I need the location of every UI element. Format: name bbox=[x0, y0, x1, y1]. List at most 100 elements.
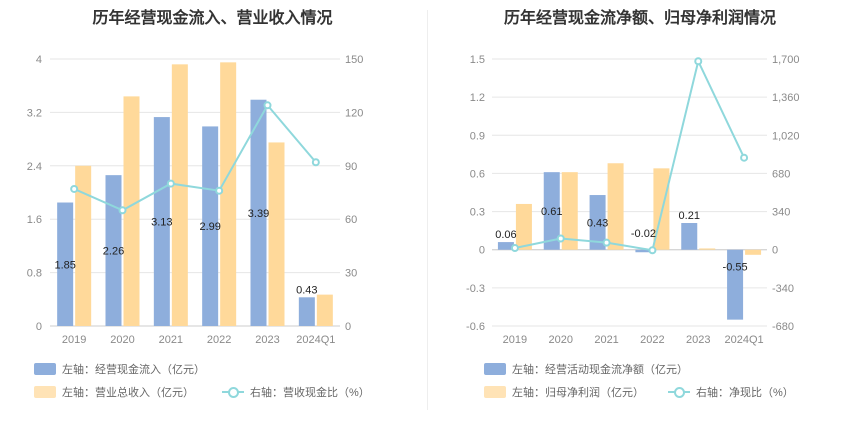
left-bar-series1[interactable] bbox=[298, 297, 315, 326]
line-marker-icon bbox=[668, 386, 690, 398]
right-right-tick-label: 0 bbox=[772, 245, 778, 257]
right-bar-series1[interactable] bbox=[589, 195, 606, 250]
orange-swatch-icon bbox=[34, 386, 56, 398]
right-bar-series1[interactable] bbox=[543, 172, 560, 250]
left-bar-series2[interactable] bbox=[268, 142, 285, 326]
right-chart-title: 历年经营现金流净额、归母净利润情况 bbox=[503, 10, 776, 27]
left-line-point[interactable] bbox=[263, 101, 272, 110]
right-left-tick-label: -0.3 bbox=[466, 283, 485, 295]
right-bar-series2[interactable] bbox=[699, 248, 716, 250]
left-line-series bbox=[73, 103, 317, 212]
left-bar-series1[interactable] bbox=[250, 99, 267, 326]
right-bar-series1[interactable] bbox=[497, 242, 514, 250]
left-right-tick-label: 150 bbox=[345, 54, 363, 66]
right-legend-item-bar1[interactable]: 左轴：经营活动现金流净额（亿元） bbox=[484, 361, 688, 377]
left-category-label: 2024Q1 bbox=[296, 334, 335, 346]
left-legend-label-bar2: 左轴：营业总收入（亿元） bbox=[62, 387, 194, 399]
left-category-label: 2020 bbox=[110, 334, 134, 346]
left-left-tick-label: 1.6 bbox=[27, 214, 42, 226]
right-right-tick-label: 1,020 bbox=[772, 130, 800, 142]
left-bar-series1[interactable] bbox=[202, 126, 219, 326]
left-data-label: 3.39 bbox=[248, 208, 269, 220]
left-left-tick-label: 4 bbox=[36, 54, 42, 66]
right-line-point[interactable] bbox=[740, 153, 749, 162]
right-line-point[interactable] bbox=[694, 57, 703, 66]
right-right-tick-label: 340 bbox=[772, 207, 790, 219]
left-legend-item-bar2[interactable]: 左轴：营业总收入（亿元） bbox=[34, 384, 194, 400]
line-marker-icon bbox=[222, 386, 244, 398]
left-left-tick-label: 0.8 bbox=[27, 268, 42, 280]
blue-swatch-icon bbox=[34, 363, 56, 375]
right-category-label: 2022 bbox=[640, 334, 664, 346]
left-legend-label-line: 右轴：营收现金比（%） bbox=[250, 387, 370, 399]
left-right-tick-label: 90 bbox=[345, 161, 357, 173]
blue-swatch-icon bbox=[484, 363, 506, 375]
panel-divider bbox=[427, 10, 428, 410]
right-category-label: 2019 bbox=[503, 334, 527, 346]
right-left-tick-label: 1.5 bbox=[470, 54, 485, 66]
right-legend-label-line: 右轴：净现比（%） bbox=[696, 387, 794, 399]
right-bar-series2[interactable] bbox=[515, 203, 532, 250]
right-legend-label-bar2: 左轴：归母净利润（亿元） bbox=[512, 387, 644, 399]
right-bar-series1[interactable] bbox=[635, 249, 652, 253]
right-legend-item-bar2[interactable]: 左轴：归母净利润（亿元） bbox=[484, 384, 644, 400]
left-data-label: 2.99 bbox=[199, 221, 220, 233]
left-bar-series2[interactable] bbox=[316, 294, 333, 326]
left-category-label: 2022 bbox=[207, 334, 231, 346]
left-right-tick-label: 30 bbox=[345, 268, 357, 280]
left-legend-item-line[interactable]: 右轴：营收现金比（%） bbox=[222, 384, 370, 400]
left-left-tick-label: 2.4 bbox=[27, 161, 42, 173]
right-line-point[interactable] bbox=[556, 234, 565, 243]
right-category-label: 2021 bbox=[594, 334, 618, 346]
right-legend-label-bar1: 左轴：经营活动现金流净额（亿元） bbox=[512, 364, 688, 376]
right-data-label: 0.06 bbox=[495, 229, 516, 241]
left-right-tick-label: 60 bbox=[345, 214, 357, 226]
right-left-tick-label: 0.6 bbox=[470, 168, 485, 180]
left-legend-item-bar1[interactable]: 左轴：经营现金流入（亿元） bbox=[34, 361, 205, 377]
right-category-label: 2020 bbox=[549, 334, 573, 346]
left-bar-series2[interactable] bbox=[220, 62, 237, 327]
left-left-tick-label: 3.2 bbox=[27, 107, 42, 119]
right-category-label: 2023 bbox=[686, 334, 710, 346]
left-data-label: 2.26 bbox=[103, 246, 124, 258]
right-line-point[interactable] bbox=[602, 238, 611, 247]
right-right-tick-label: 1,700 bbox=[772, 54, 800, 66]
right-legend-item-line[interactable]: 右轴：净现比（%） bbox=[668, 384, 794, 400]
left-line-point[interactable] bbox=[215, 186, 224, 195]
left-right-tick-label: 0 bbox=[345, 321, 351, 333]
left-bar-series2[interactable] bbox=[171, 64, 188, 326]
right-line-point[interactable] bbox=[648, 246, 657, 255]
right-data-label: 0.43 bbox=[587, 217, 608, 229]
orange-swatch-icon bbox=[484, 386, 506, 398]
right-bar-series1[interactable] bbox=[727, 249, 744, 320]
left-line-point[interactable] bbox=[311, 158, 320, 167]
left-bar-series2[interactable] bbox=[123, 96, 140, 326]
left-right-tick-label: 120 bbox=[345, 107, 363, 119]
right-left-tick-label: 0 bbox=[479, 245, 485, 257]
right-left-tick-label: 1.2 bbox=[470, 92, 485, 104]
right-right-tick-label: 680 bbox=[772, 168, 790, 180]
right-left-tick-label: 0.3 bbox=[470, 207, 485, 219]
right-bar-series2[interactable] bbox=[745, 249, 762, 255]
left-line-point[interactable] bbox=[70, 184, 79, 193]
left-bar-series2[interactable] bbox=[75, 165, 92, 326]
right-data-label: -0.55 bbox=[723, 262, 748, 274]
left-legend-label-bar1: 左轴：经营现金流入（亿元） bbox=[62, 364, 205, 376]
left-chart-panel: 历年经营现金流入、营业收入情况 0 0 0.8 30 1.6 60 2.4 90 3.2 120 4… bbox=[27, 10, 370, 400]
right-line-point[interactable] bbox=[510, 244, 519, 253]
left-left-tick-label: 0 bbox=[36, 321, 42, 333]
right-chart-panel: 历年经营现金流净额、归母净利润情况 -0.6 -680 -0.3 -340 0 0 0.3 3… bbox=[430, 0, 850, 437]
left-line-point[interactable] bbox=[166, 179, 175, 188]
right-bar-series2[interactable] bbox=[607, 163, 624, 250]
right-bar-series2[interactable] bbox=[561, 172, 578, 250]
right-left-tick-label: 0.9 bbox=[470, 130, 485, 142]
left-category-label: 2019 bbox=[62, 334, 86, 346]
left-line-point[interactable] bbox=[118, 206, 127, 215]
left-category-label: 2021 bbox=[159, 334, 183, 346]
right-bar-series1[interactable] bbox=[681, 223, 698, 250]
left-bar-series1[interactable] bbox=[57, 202, 74, 326]
left-category-label: 2023 bbox=[255, 334, 279, 346]
left-bar-series1[interactable] bbox=[153, 117, 170, 326]
left-bar-series1[interactable] bbox=[105, 175, 122, 326]
right-right-tick-label: 1,360 bbox=[772, 92, 800, 104]
